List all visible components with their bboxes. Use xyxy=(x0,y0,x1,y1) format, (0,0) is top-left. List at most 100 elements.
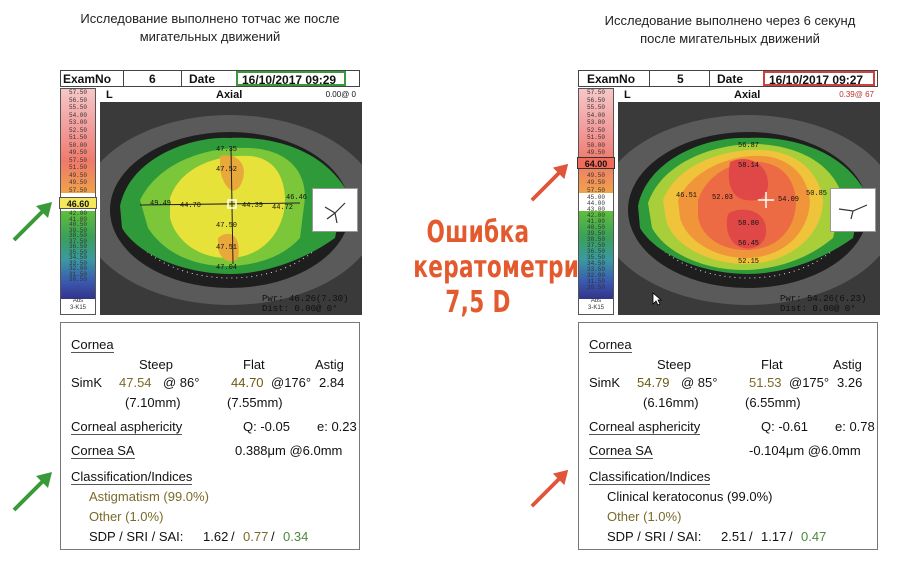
left-map-value: 46.46 xyxy=(286,194,308,202)
right-pwr: Pwr: 54.26(6.23) xyxy=(780,294,867,304)
left-map-header: L Axial 0.00@ 0 xyxy=(100,88,362,102)
left-steep-mm: (7.10mm) xyxy=(125,395,181,410)
caption-left: Исследование выполнено тотчас же после м… xyxy=(70,10,350,46)
right-steep-value: 54.79 xyxy=(637,375,670,390)
right-date: 16/10/2017 09:27 xyxy=(763,71,875,87)
error-line3: 7,5 D xyxy=(445,285,511,320)
left-cornea-heading: Cornea xyxy=(71,337,114,353)
right-map-value: 56.45 xyxy=(738,240,760,248)
right-flat-axis: @175° xyxy=(789,375,830,390)
right-map-value: 52.15 xyxy=(738,258,760,266)
right-scale-selected[interactable]: 64.00 xyxy=(577,157,615,169)
right-map-value: 52.03 xyxy=(712,194,734,202)
left-steep-value: 47.54 xyxy=(119,375,152,390)
red-arrow-icon-top xyxy=(530,163,569,202)
left-exam-number: 6 xyxy=(149,72,156,86)
left-date-label: Date xyxy=(189,72,216,86)
left-scale-abs: Abs 3-K15 xyxy=(69,298,86,311)
right-astig-heading: Astig xyxy=(833,357,862,372)
right-axial-map[interactable]: 56.87 58.14 46.51 52.03 54.09 50.85 58.8… xyxy=(618,88,880,315)
right-eye: L xyxy=(624,89,631,101)
left-map-value: 49.49 xyxy=(150,200,172,208)
left-steep-heading: Steep xyxy=(139,357,173,372)
left-color-scale: 57.50 56.50 55.50 54.00 53.00 52.50 51.5… xyxy=(59,88,97,315)
right-map-value: 50.85 xyxy=(806,190,828,198)
left-scale-selected[interactable]: 46.60 xyxy=(59,197,97,209)
left-exam-label: ExamNo xyxy=(63,72,112,86)
right-asphericity-label: Corneal asphericity xyxy=(589,419,701,435)
right-simk-label: SimK xyxy=(589,375,621,390)
right-exam-header: ExamNo 5 Date 16/10/2017 09:27 xyxy=(578,70,878,87)
right-sai-value: 0.47 xyxy=(801,529,827,544)
right-sdp-label: SDP / SRI / SAI: xyxy=(607,529,702,544)
right-astig-value: 3.26 xyxy=(837,375,863,390)
right-exam-label: ExamNo xyxy=(587,72,636,86)
left-sri-value: 0.77 xyxy=(243,529,269,544)
left-topography-panel: ExamNo 6 Date 16/10/2017 09:29 57.50 56.… xyxy=(59,70,362,550)
red-arrow-icon-bottom xyxy=(530,469,569,508)
right-top-right: 0.39@ 67 xyxy=(839,90,874,99)
right-steep-axis: @ 85° xyxy=(681,375,718,390)
right-class-1: Clinical keratoconus (99.0%) xyxy=(607,489,773,504)
right-exam-number: 5 xyxy=(677,72,684,86)
left-flat-value: 44.70 xyxy=(231,375,264,390)
left-steep-axis: @ 86° xyxy=(163,375,200,390)
right-thumbnail[interactable] xyxy=(830,188,876,232)
right-steep-mm: (6.16mm) xyxy=(643,395,699,410)
left-sa-value: 0.388μm @6.0mm xyxy=(235,443,343,458)
left-map-value: 47.51 xyxy=(216,244,238,252)
right-e-value: e: 0.78 xyxy=(835,419,875,434)
left-top-right: 0.00@ 0 xyxy=(325,90,356,99)
left-stats-panel: Cornea Steep Flat Astig SimK 47.54 @ 86°… xyxy=(60,322,360,550)
left-sdp-value: 1.62 xyxy=(203,529,229,544)
left-map-value: 47.35 xyxy=(216,146,238,154)
left-classification-heading: Classification/Indices xyxy=(71,469,193,485)
left-e-value: e: 0.23 xyxy=(317,419,357,434)
left-axial-map[interactable]: 47.35 47.52 49.49 44.70 44.39 44.72 46.4… xyxy=(100,88,362,315)
left-eye: L xyxy=(106,89,113,101)
right-flat-heading: Flat xyxy=(761,357,783,372)
caption-left-line2: мигательных движений xyxy=(139,29,281,44)
right-classification-heading: Classification/Indices xyxy=(589,469,711,485)
left-map-value: 44.72 xyxy=(272,204,294,212)
error-line1: Ошибка xyxy=(426,215,530,250)
left-map-value: 44.70 xyxy=(180,202,202,210)
right-class-2: Other (1.0%) xyxy=(607,509,682,524)
left-simk-label: SimK xyxy=(71,375,103,390)
right-date-label: Date xyxy=(717,72,744,86)
left-map-value: 47.50 xyxy=(216,222,238,230)
right-sa-value: -0.104μm @6.0mm xyxy=(749,443,861,458)
right-steep-heading: Steep xyxy=(657,357,691,372)
left-map-type: Axial xyxy=(216,89,243,101)
left-flat-heading: Flat xyxy=(243,357,265,372)
left-pwr: Pwr: 46.26(7.30) xyxy=(262,294,349,304)
right-topography-panel: ExamNo 5 Date 16/10/2017 09:27 57.50 56.… xyxy=(577,70,880,550)
left-map-value: 47.04 xyxy=(216,264,238,272)
error-line2: кератометрии xyxy=(413,250,595,285)
left-dist: Dist: 0.00@ 0° xyxy=(262,304,338,314)
left-map-value: 47.52 xyxy=(216,166,238,174)
left-q-value: Q: -0.05 xyxy=(243,419,290,434)
left-sa-label: Cornea SA xyxy=(71,443,135,459)
right-map-value: 56.87 xyxy=(738,142,760,150)
green-arrow-icon-top xyxy=(12,202,52,242)
left-class-2: Other (1.0%) xyxy=(89,509,164,524)
error-label: Ошибка кератометрии 7,5 D xyxy=(413,215,595,320)
left-thumbnail[interactable] xyxy=(312,188,358,232)
left-astig-heading: Astig xyxy=(315,357,344,372)
right-flat-mm: (6.55mm) xyxy=(745,395,801,410)
right-map-value: 46.51 xyxy=(676,192,698,200)
left-flat-axis: @176° xyxy=(271,375,312,390)
left-sdp-label: SDP / SRI / SAI: xyxy=(89,529,184,544)
left-astig-value: 2.84 xyxy=(319,375,345,390)
caption-right-line1: Исследование выполнено через 6 секунд xyxy=(604,13,856,28)
right-q-value: Q: -0.61 xyxy=(761,419,808,434)
left-flat-mm: (7.55mm) xyxy=(227,395,283,410)
left-class-1: Astigmatism (99.0%) xyxy=(89,489,209,504)
right-scale-abs: Abs 3-K15 xyxy=(587,298,604,311)
cursor-icon xyxy=(652,292,662,306)
right-dist: Dist: 0.00@ 0° xyxy=(780,304,856,314)
left-map-value: 44.39 xyxy=(242,202,264,210)
left-sai-value: 0.34 xyxy=(283,529,309,544)
right-map-header: L Axial 0.39@ 67 xyxy=(618,88,880,102)
